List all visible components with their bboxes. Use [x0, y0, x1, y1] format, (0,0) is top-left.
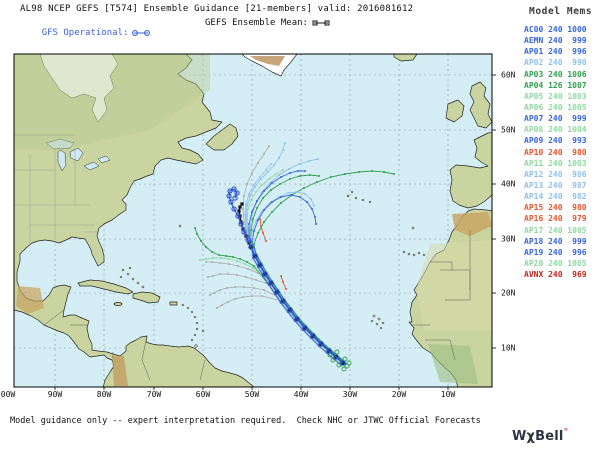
lon-tick-label: 80W: [96, 390, 112, 399]
member-row: AC00 240 1000: [524, 25, 587, 34]
member-row: AP07 240 999: [524, 114, 587, 124]
member-row: AP15 240 980: [524, 203, 587, 213]
madeira: [411, 226, 415, 230]
legend-gfs-operational: GFS Operational:: [42, 28, 152, 38]
member-row: AP10 240 980: [524, 147, 587, 157]
legend: GFS Operational: GEFS Ensemble Mean:: [20, 18, 330, 58]
hispaniola: [132, 291, 161, 304]
lon-tick-label: 70W: [146, 390, 162, 399]
lat-tick-label: 10N: [501, 343, 516, 353]
disclaimer-text: Model guidance only -- expert interpreta…: [10, 416, 481, 426]
member-row: AP17 240 1005: [524, 225, 587, 235]
member-row: AP04 126 1007: [524, 80, 587, 90]
lon-tick-label: 90W: [47, 390, 63, 399]
member-row: AP14 240 982: [524, 192, 587, 202]
ensemble-tracks: [193, 141, 396, 372]
lat-tick-label: 60N: [501, 70, 516, 80]
hudson-bay: [39, 54, 119, 123]
iceland: [393, 54, 418, 62]
map-frame: [13, 53, 493, 388]
weatherbell-logo: WχBell°: [512, 427, 569, 444]
country-borders: [43, 230, 471, 381]
europe-iberia: [449, 132, 492, 209]
member-row: AP02 240 990: [524, 58, 587, 68]
lon-tick-label: 20W: [391, 390, 407, 399]
lon-tick-label: 40W: [293, 390, 309, 399]
terrain-relief: [14, 54, 492, 386]
lon-tick-label: 30W: [342, 390, 358, 399]
jamaica: [113, 302, 123, 306]
member-row: AP12 240 986: [524, 169, 587, 179]
member-row: AP09 240 993: [524, 136, 587, 146]
small-islands: [119, 190, 426, 348]
cuba: [77, 279, 134, 295]
member-row: AEMN 240 999: [524, 36, 587, 46]
political-borders: [14, 134, 100, 245]
lon-tick-label: 10W: [440, 390, 456, 399]
member-row: AP05 240 1003: [524, 91, 587, 101]
member-row: AP11 240 1003: [524, 158, 587, 168]
member-row: AP19 240 996: [524, 247, 587, 257]
member-row: AP18 240 999: [524, 236, 587, 246]
member-row: AP13 240 987: [524, 180, 587, 190]
greenland-icecap-relief: [250, 56, 285, 66]
chart-title: AL98 NCEP GEFS [T574] Ensemble Guidance …: [20, 4, 414, 14]
puerto-rico: [169, 301, 178, 306]
ireland: [445, 99, 465, 123]
lon-tick-label: 50W: [244, 390, 260, 399]
member-list: AC00 240 1000 AEMN 240 999 AP01 240 996 AP0…: [524, 25, 600, 281]
americas-landmass: [14, 54, 255, 387]
lat-tick-label: 30N: [501, 234, 516, 244]
great-lakes: [45, 138, 111, 172]
newfoundland: [205, 123, 239, 151]
legend-ensemble-mean: GEFS Ensemble Mean:: [205, 18, 331, 28]
lon-tick-label: 60W: [195, 390, 211, 399]
axis-ticks: [54, 74, 496, 390]
member-row: AP01 240 996: [524, 47, 587, 57]
member-row: AP16 240 979: [524, 214, 587, 224]
circle-line-marker-icon: [132, 29, 151, 36]
logo-dot-icon: °: [563, 427, 569, 438]
square-line-marker-icon: [312, 20, 330, 25]
great-britain: [469, 81, 492, 129]
bermuda: [178, 224, 182, 228]
lat-tick-label: 20N: [501, 288, 516, 298]
member-row: AP20 240 1005: [524, 258, 587, 268]
lon-tick-label: 00W: [0, 390, 16, 399]
trinidad: [194, 344, 198, 348]
member-list-header: Model Mems: [529, 6, 593, 17]
member-row: AP08 240 1004: [524, 125, 587, 135]
lat-tick-label: 50N: [501, 125, 516, 135]
member-row: AP03 240 1006: [524, 69, 587, 79]
member-row: AP06 240 1005: [524, 102, 587, 112]
member-row: AVNX 240 969: [524, 270, 587, 280]
lat-tick-label: 40N: [501, 179, 516, 189]
